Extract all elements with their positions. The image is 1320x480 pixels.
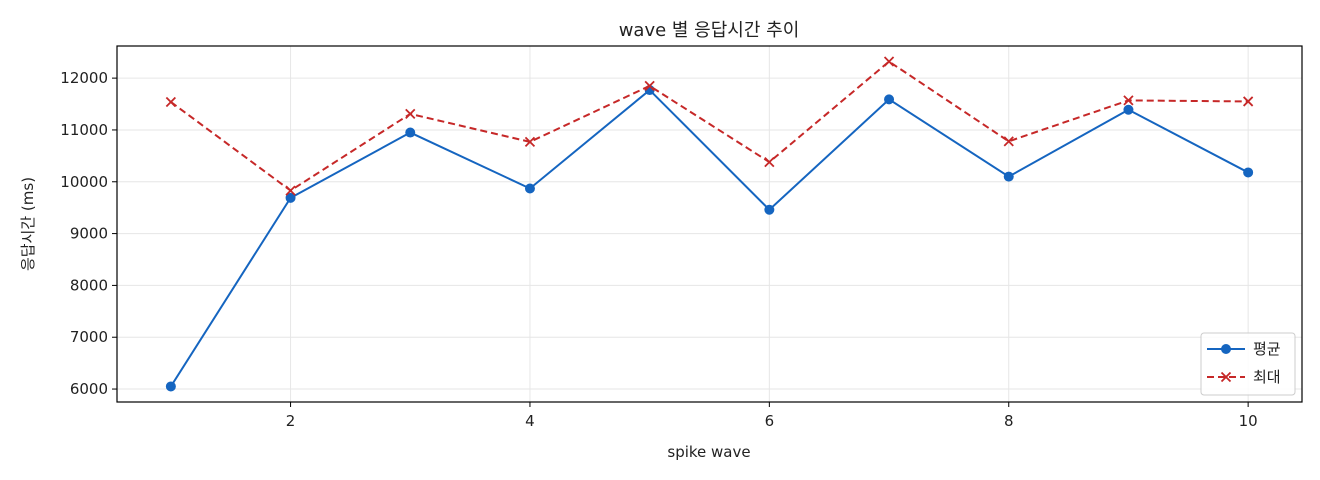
x-tick-label: 8 — [1004, 412, 1014, 430]
series-line — [170, 88, 1249, 387]
x-tick-label: 10 — [1239, 412, 1258, 430]
data-point — [1003, 136, 1014, 147]
data-point — [1243, 167, 1254, 178]
grid-lines — [117, 46, 1302, 402]
legend-marker — [1220, 371, 1232, 383]
series-2 — [165, 56, 1254, 196]
y-tick-label: 6000 — [70, 380, 108, 398]
y-tick-label: 7000 — [70, 328, 108, 346]
x-axis-label: spike wave — [667, 443, 750, 461]
x-tick-label: 2 — [286, 412, 296, 430]
series-1 — [165, 85, 1254, 392]
x-tick-label: 4 — [525, 412, 535, 430]
data-point — [883, 56, 895, 67]
y-tick-label: 10000 — [60, 173, 108, 191]
axes: 2 4 6 8 10 6000 7000 8000 9000 10000 11000 12000 — [60, 45, 1303, 430]
data-point — [1243, 96, 1254, 107]
data-point — [165, 381, 176, 392]
series-line — [170, 60, 1249, 192]
series-layer — [165, 56, 1254, 392]
data-point — [285, 192, 296, 203]
data-point — [1123, 95, 1134, 106]
legend-label: 평균 — [1253, 340, 1281, 358]
chart-title: wave 별 응답시간 추이 — [619, 20, 800, 41]
y-tick-label: 11000 — [60, 121, 108, 139]
data-point — [764, 204, 775, 215]
legend-box — [1200, 332, 1296, 396]
data-point — [884, 94, 895, 105]
y-axis-label: 응답시간 (ms) — [19, 177, 37, 271]
data-point — [524, 136, 536, 148]
data-point — [644, 80, 655, 92]
y-tick-label: 8000 — [70, 276, 108, 294]
legend-label: 최대 — [1253, 368, 1281, 386]
data-point — [1123, 104, 1134, 115]
data-point — [405, 127, 416, 138]
legend-marker — [1221, 344, 1231, 354]
data-point — [165, 96, 177, 108]
data-point — [405, 108, 416, 120]
data-point — [524, 183, 535, 194]
data-point — [1003, 171, 1014, 182]
y-tick-label: 9000 — [70, 225, 108, 243]
x-tick-label: 6 — [765, 412, 775, 430]
plot-frame — [116, 45, 1303, 403]
y-tick-label: 12000 — [60, 69, 108, 87]
data-point — [285, 185, 296, 196]
data-point — [764, 156, 775, 168]
